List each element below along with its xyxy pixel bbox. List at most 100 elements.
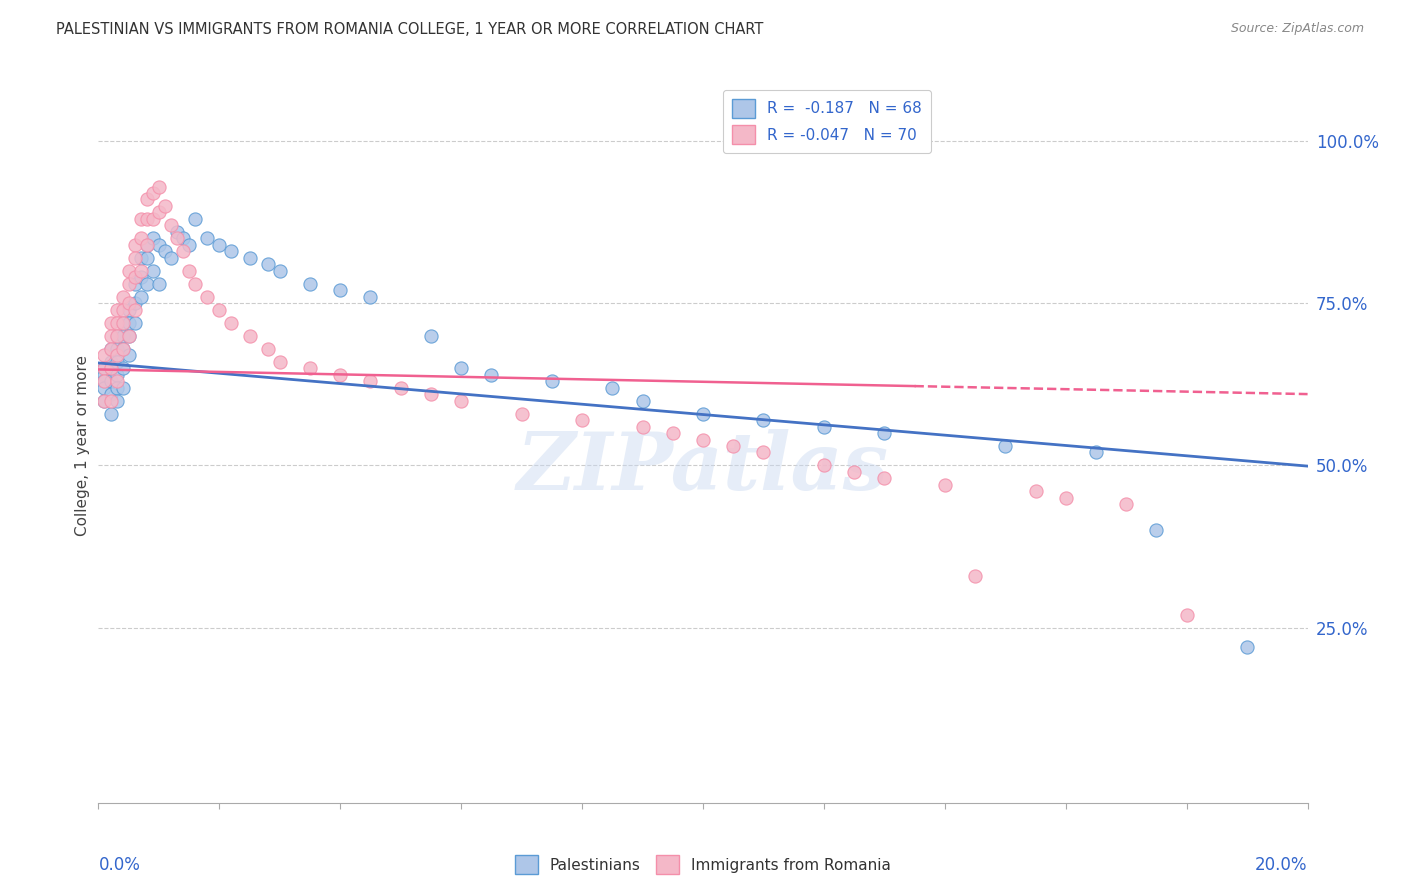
Point (195, 290, 218, 304)
Point (142, 264, 165, 278)
Point (450, 393, 472, 408)
Point (118, 277, 141, 291)
Point (111, 342, 134, 356)
Point (100, 316, 122, 330)
Point (571, 413, 593, 427)
Point (662, 425, 685, 440)
Point (1085, 445, 1108, 459)
Point (93, 381, 115, 395)
Legend: R =  -0.187   N = 68, R = -0.047   N = 70: R = -0.187 N = 68, R = -0.047 N = 70 (723, 90, 931, 153)
Point (994, 439, 1017, 453)
Point (160, 219, 183, 233)
Point (256, 257, 278, 271)
Point (153, 244, 176, 259)
Point (100, 342, 122, 356)
Point (153, 199, 176, 213)
Point (111, 361, 134, 376)
Text: 20.0%: 20.0% (1256, 856, 1308, 874)
Point (135, 238, 157, 252)
Point (873, 425, 896, 440)
Point (723, 439, 745, 453)
Point (105, 374, 128, 388)
Point (873, 471, 896, 485)
Point (124, 316, 146, 330)
Point (360, 374, 382, 388)
Y-axis label: College, 1 year or more: College, 1 year or more (75, 356, 90, 536)
Point (135, 211, 157, 226)
Point (172, 244, 194, 259)
Point (1054, 491, 1077, 505)
Point (111, 290, 134, 304)
Point (105, 328, 128, 343)
Point (256, 342, 278, 356)
Point (100, 407, 122, 421)
Text: Source: ZipAtlas.com: Source: ZipAtlas.com (1230, 22, 1364, 36)
Point (329, 368, 352, 382)
Point (184, 277, 207, 291)
Point (124, 251, 146, 265)
Point (93, 361, 115, 376)
Point (129, 290, 152, 304)
Point (129, 270, 152, 285)
Point (1175, 607, 1198, 622)
Point (142, 211, 165, 226)
Point (1024, 484, 1046, 499)
Point (142, 186, 165, 200)
Point (148, 179, 170, 194)
Text: PALESTINIAN VS IMMIGRANTS FROM ROMANIA COLLEGE, 1 YEAR OR MORE CORRELATION CHART: PALESTINIAN VS IMMIGRANTS FROM ROMANIA C… (56, 22, 763, 37)
Point (160, 251, 183, 265)
Point (184, 211, 207, 226)
Point (450, 361, 472, 376)
Point (135, 238, 157, 252)
Point (692, 433, 714, 447)
Point (329, 283, 352, 297)
Point (692, 407, 714, 421)
Point (124, 302, 146, 317)
Point (135, 277, 157, 291)
Point (208, 302, 231, 317)
Point (934, 478, 956, 492)
Text: 0.0%: 0.0% (98, 856, 141, 874)
Point (269, 354, 291, 368)
Point (1236, 640, 1258, 654)
Point (360, 290, 382, 304)
Point (105, 393, 128, 408)
Point (129, 211, 152, 226)
Point (195, 231, 218, 245)
Point (221, 244, 243, 259)
Text: ZIPatlas: ZIPatlas (517, 429, 889, 506)
Point (100, 342, 122, 356)
Point (100, 387, 122, 401)
Point (100, 374, 122, 388)
Point (105, 342, 128, 356)
Point (631, 393, 654, 408)
Point (100, 361, 122, 376)
Point (813, 458, 835, 473)
Point (208, 238, 231, 252)
Point (93, 348, 115, 362)
Point (124, 238, 146, 252)
Point (105, 354, 128, 368)
Point (118, 264, 141, 278)
Point (148, 205, 170, 219)
Point (135, 251, 157, 265)
Point (111, 316, 134, 330)
Legend: Palestinians, Immigrants from Romania: Palestinians, Immigrants from Romania (509, 849, 897, 880)
Point (118, 348, 141, 362)
Point (129, 231, 152, 245)
Point (105, 368, 128, 382)
Point (269, 264, 291, 278)
Point (752, 445, 775, 459)
Point (510, 407, 533, 421)
Point (124, 296, 146, 310)
Point (118, 302, 141, 317)
Point (111, 342, 134, 356)
Point (111, 381, 134, 395)
Point (105, 302, 128, 317)
Point (105, 381, 128, 395)
Point (135, 193, 157, 207)
Point (105, 348, 128, 362)
Point (100, 354, 122, 368)
Point (239, 328, 262, 343)
Point (239, 251, 262, 265)
